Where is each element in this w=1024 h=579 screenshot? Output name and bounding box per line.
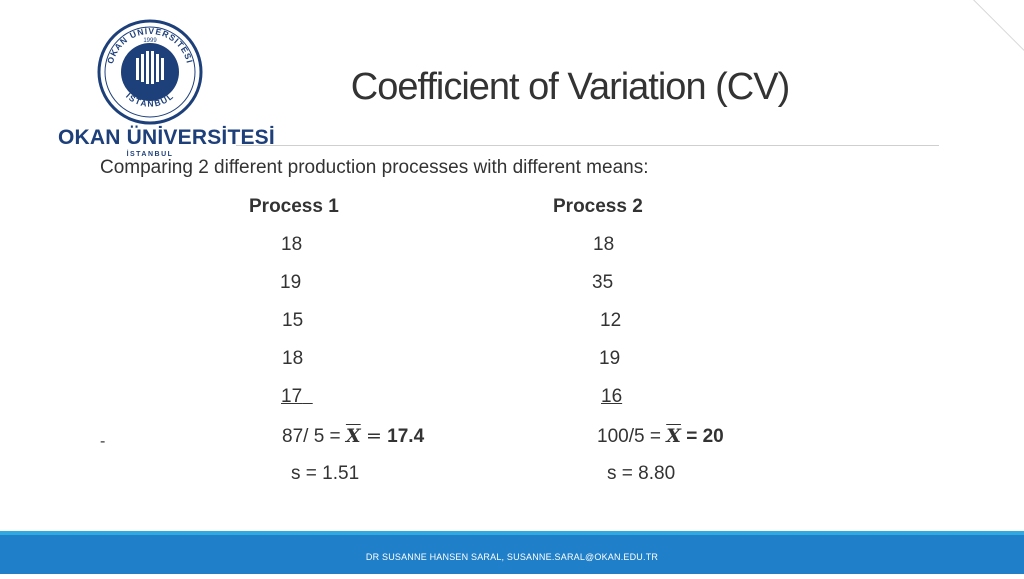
process2-value: 18 bbox=[593, 234, 615, 255]
logo-city: İSTANBUL bbox=[126, 151, 174, 158]
process1-value: 19 bbox=[280, 272, 302, 293]
process2-std-dev: s = 8.80 bbox=[607, 463, 676, 484]
page-title: Coefficient of Variation (CV) bbox=[350, 66, 790, 108]
process2-value: 19 bbox=[599, 348, 621, 369]
footer-accent-bar bbox=[0, 531, 1024, 535]
process1-mean-symbol: X bbox=[345, 425, 361, 447]
process1-std-dev: s = 1.51 bbox=[291, 463, 360, 484]
process2-mean: 100/5 = X = 20 bbox=[597, 425, 724, 448]
process1-value: 18 bbox=[281, 234, 303, 255]
process1-mean-value: 17.4 bbox=[387, 426, 425, 447]
intro-text: Comparing 2 different production process… bbox=[100, 157, 649, 178]
process2-value-last: 16 bbox=[601, 386, 623, 407]
university-seal-icon: OKAN ÜNİVERSİTESİ İSTANBUL 1999 bbox=[97, 19, 203, 125]
process2-value: 12 bbox=[600, 310, 622, 331]
process2-mean-prefix: 100/5 = bbox=[597, 426, 667, 447]
footer-bar: DR SUSANNE HANSEN SARAL, SUSANNE.SARAL@O… bbox=[0, 535, 1024, 574]
process1-last-number: 17 bbox=[281, 386, 303, 407]
process1-header: Process 1 bbox=[249, 196, 339, 217]
corner-divider bbox=[955, 0, 1024, 60]
seal-year: 1999 bbox=[143, 38, 157, 44]
dash-mark: - bbox=[100, 433, 106, 450]
process1-value: 18 bbox=[282, 348, 304, 369]
process2-header: Process 2 bbox=[553, 196, 643, 217]
okan-university-logo: OKAN ÜNİVERSİTESİ İSTANBUL 1999 OKAN ÜNİ… bbox=[58, 18, 275, 158]
process2-mean-value: = 20 bbox=[686, 426, 724, 447]
footer-text: DR SUSANNE HANSEN SARAL, SUSANNE.SARAL@O… bbox=[365, 552, 659, 562]
process1-mean-prefix: 87/ 5 = bbox=[282, 426, 346, 447]
process1-mean-equals: = bbox=[365, 425, 382, 447]
title-divider bbox=[236, 145, 939, 146]
process1-mean: 87/ 5 = X = 17.4 bbox=[282, 425, 424, 448]
process2-value: 35 bbox=[592, 272, 614, 293]
process2-mean-symbol: X bbox=[666, 425, 681, 447]
process1-value: 15 bbox=[282, 310, 304, 331]
logo-university-name: OKAN ÜNİVERSİTESİ bbox=[58, 126, 275, 149]
process1-value-last: 17 bbox=[281, 386, 313, 408]
